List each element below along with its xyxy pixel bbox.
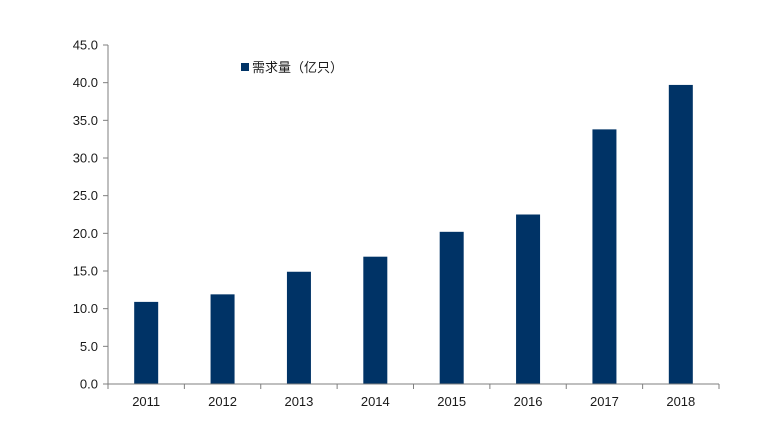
y-tick-label: 40.0 <box>73 75 98 90</box>
x-tick-label: 2016 <box>514 394 543 409</box>
y-tick-label: 45.0 <box>73 38 98 53</box>
legend-swatch <box>241 63 249 71</box>
x-tick-label: 2018 <box>666 394 695 409</box>
x-tick-label: 2012 <box>208 394 237 409</box>
bar <box>668 84 693 384</box>
y-tick-label: 10.0 <box>73 301 98 316</box>
bar <box>134 301 159 384</box>
bar <box>592 129 617 384</box>
x-tick-label: 2017 <box>590 394 619 409</box>
bar <box>439 231 464 384</box>
y-ticks-group: 0.0 5.0 10.0 15.0 20.0 25.0 30.0 35.0 40.0 45.0 <box>73 38 108 392</box>
x-tick-label: 2014 <box>361 394 390 409</box>
bar <box>516 214 541 384</box>
x-tick-label: 2013 <box>284 394 313 409</box>
y-tick-label: 5.0 <box>80 339 98 354</box>
x-tick-label: 2011 <box>132 394 160 409</box>
x-ticks-group: 2011 2012 2013 2014 2015 2016 2017 2018 <box>107 384 720 409</box>
y-tick-label: 30.0 <box>73 151 98 166</box>
axes-group <box>107 45 719 385</box>
legend: 需求量（亿只） <box>241 61 343 76</box>
bar <box>210 294 235 384</box>
bar <box>363 256 388 384</box>
x-tick-label: 2015 <box>437 394 466 409</box>
y-tick-label: 20.0 <box>73 226 98 241</box>
y-tick-label: 25.0 <box>73 188 98 203</box>
y-tick-label: 35.0 <box>73 113 98 128</box>
y-tick-label: 15.0 <box>73 264 98 279</box>
bar <box>286 271 311 384</box>
bars-group <box>134 84 693 384</box>
y-tick-label: 0.0 <box>80 377 98 392</box>
legend-label: 需求量（亿只） <box>252 61 343 76</box>
